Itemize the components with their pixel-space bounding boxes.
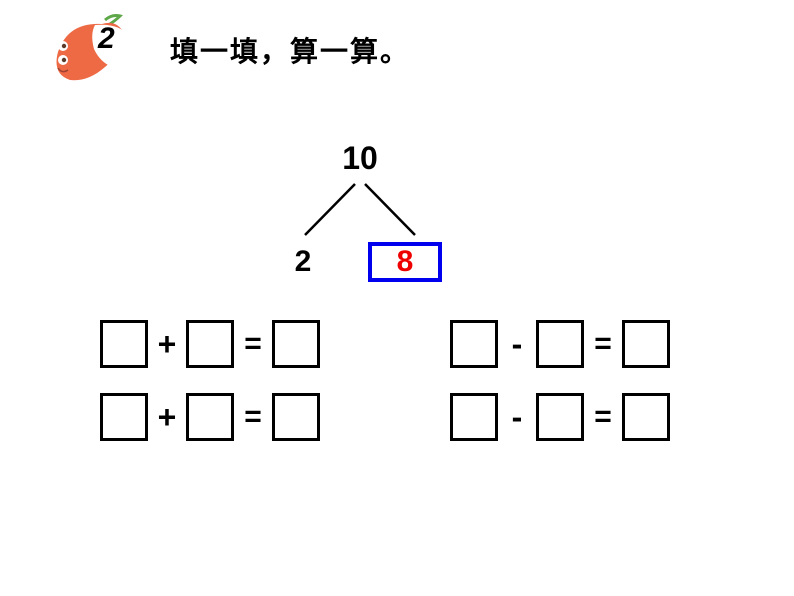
operand-box[interactable]	[536, 320, 584, 368]
header: 2 填一填，算一算。	[50, 12, 410, 87]
result-box[interactable]	[622, 393, 670, 441]
operand-box[interactable]	[186, 393, 234, 441]
equals-sign: =	[240, 400, 266, 434]
bond-bottom: 2 8	[250, 242, 470, 282]
equation-row: + =	[100, 393, 350, 441]
operator-plus: +	[154, 399, 180, 436]
equals-sign: =	[590, 400, 616, 434]
operator-minus: -	[504, 399, 530, 436]
page-title: 填一填，算一算。	[170, 30, 410, 70]
bond-top-value: 10	[250, 140, 470, 177]
equals-sign: =	[240, 327, 266, 361]
pepper-icon: 2	[50, 12, 140, 87]
result-box[interactable]	[272, 320, 320, 368]
question-number: 2	[98, 22, 115, 56]
operand-box[interactable]	[536, 393, 584, 441]
operand-box[interactable]	[186, 320, 234, 368]
bond-right-value: 8	[397, 245, 414, 279]
operand-box[interactable]	[450, 393, 498, 441]
operator-minus: -	[504, 326, 530, 363]
result-box[interactable]	[272, 393, 320, 441]
bond-right-box[interactable]: 8	[368, 242, 442, 282]
bond-left-value: 2	[278, 242, 328, 282]
operator-plus: +	[154, 326, 180, 363]
equals-sign: =	[590, 327, 616, 361]
equation-row: - =	[450, 320, 700, 368]
operand-box[interactable]	[100, 393, 148, 441]
operand-box[interactable]	[450, 320, 498, 368]
equations-grid: + = - = + = - =	[100, 320, 700, 441]
equation-row: + =	[100, 320, 350, 368]
result-box[interactable]	[622, 320, 670, 368]
number-bond: 10 2 8	[250, 140, 470, 282]
equation-row: - =	[450, 393, 700, 441]
operand-box[interactable]	[100, 320, 148, 368]
bond-lines	[285, 182, 435, 237]
